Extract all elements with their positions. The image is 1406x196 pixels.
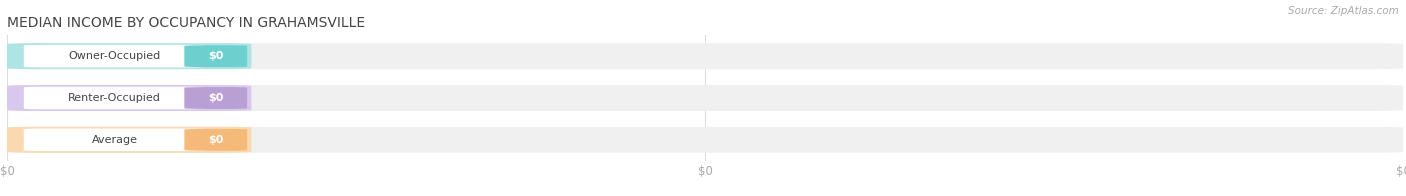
FancyBboxPatch shape (7, 127, 252, 153)
FancyBboxPatch shape (24, 87, 205, 109)
Text: $0: $0 (208, 135, 224, 145)
Text: Average: Average (91, 135, 138, 145)
FancyBboxPatch shape (7, 85, 252, 111)
FancyBboxPatch shape (184, 87, 247, 109)
FancyBboxPatch shape (184, 129, 247, 151)
FancyBboxPatch shape (7, 43, 1403, 69)
FancyBboxPatch shape (184, 45, 247, 67)
FancyBboxPatch shape (7, 43, 252, 69)
FancyBboxPatch shape (7, 127, 1403, 153)
FancyBboxPatch shape (24, 45, 205, 67)
Text: Source: ZipAtlas.com: Source: ZipAtlas.com (1288, 6, 1399, 16)
Text: MEDIAN INCOME BY OCCUPANCY IN GRAHAMSVILLE: MEDIAN INCOME BY OCCUPANCY IN GRAHAMSVIL… (7, 16, 366, 30)
Text: $0: $0 (208, 51, 224, 61)
Text: Renter-Occupied: Renter-Occupied (67, 93, 160, 103)
Text: $0: $0 (208, 93, 224, 103)
FancyBboxPatch shape (7, 85, 1403, 111)
FancyBboxPatch shape (24, 129, 205, 151)
Text: Owner-Occupied: Owner-Occupied (69, 51, 160, 61)
